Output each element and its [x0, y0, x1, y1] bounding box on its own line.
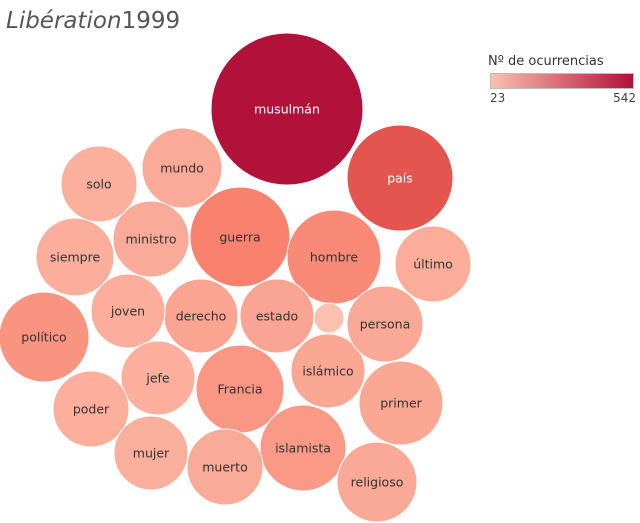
bubble-muerto[interactable]: muerto — [186, 428, 264, 506]
bubble-circle[interactable] — [189, 186, 291, 288]
title-newspaper: Libération — [6, 8, 122, 34]
bubble-solo[interactable]: solo — [60, 145, 138, 223]
color-legend: Nº de ocurrencias 23 542 — [488, 54, 636, 107]
bubble-label: mundo — [160, 161, 204, 176]
bubble-país[interactable]: país — [346, 124, 454, 232]
bubble-circle[interactable] — [259, 404, 347, 492]
bubble-ministro[interactable]: ministro — [112, 200, 190, 278]
bubble-circle[interactable] — [290, 333, 366, 409]
bubble-label: persona — [360, 317, 411, 332]
bubble-circle[interactable] — [336, 441, 418, 523]
bubble-label: jefe — [145, 371, 170, 386]
bubble-jefe[interactable]: jefe — [120, 340, 196, 416]
bubble-circle[interactable] — [52, 370, 130, 448]
bubble-label: islámico — [302, 364, 353, 379]
bubble-label: joven — [110, 304, 145, 319]
legend-ticks: 23 542 — [490, 91, 636, 107]
bubble-label: islamista — [275, 441, 331, 456]
bubble-circle[interactable] — [186, 428, 264, 506]
bubble-label: Francia — [217, 382, 262, 397]
bubble-poder[interactable]: poder — [52, 370, 130, 448]
bubble-circle[interactable] — [394, 225, 472, 303]
bubble-circle[interactable] — [0, 291, 90, 383]
bubble-islamista[interactable]: islamista — [259, 404, 347, 492]
bubble-circle[interactable] — [210, 32, 364, 186]
bubble-mujer[interactable]: mujer — [113, 415, 189, 491]
bubble-circle[interactable] — [35, 217, 115, 297]
bubble-label: país — [387, 171, 413, 186]
legend-min-label: 23 — [490, 91, 506, 105]
chart-title: Libération1999 — [6, 8, 180, 34]
bubble-circle[interactable] — [120, 340, 196, 416]
bubble-circle[interactable] — [112, 200, 190, 278]
bubble-persona[interactable]: persona — [346, 285, 424, 363]
bubble-estado[interactable]: estado — [239, 278, 315, 354]
bubble-label: siempre — [50, 250, 101, 265]
bubble-label: musulmán — [254, 102, 320, 117]
bubble-label: hombre — [310, 250, 359, 265]
bubble-político[interactable]: político — [0, 291, 90, 383]
bubble-label: derecho — [176, 309, 227, 324]
bubble-derecho[interactable]: derecho — [163, 278, 239, 354]
bubble-guerra[interactable]: guerra — [189, 186, 291, 288]
bubble-label: muerto — [202, 460, 247, 475]
bubble-label: político — [21, 330, 66, 345]
bubble-label: estado — [256, 309, 298, 324]
legend-title: Nº de ocurrencias — [488, 54, 604, 69]
title-year: 1999 — [121, 8, 181, 34]
bubble-musulmán[interactable]: musulmán — [210, 32, 364, 186]
bubble-label: mujer — [133, 446, 170, 461]
bubble-label: solo — [86, 177, 111, 192]
bubble-label: primer — [380, 396, 422, 411]
bubble-mundo[interactable]: mundo — [141, 127, 223, 209]
bubble-joven[interactable]: joven — [90, 273, 166, 349]
bubble-circle[interactable] — [358, 360, 444, 446]
bubble-Francia[interactable]: Francia — [195, 344, 285, 434]
bubble-circle[interactable] — [346, 124, 454, 232]
bubble-circle[interactable] — [346, 285, 424, 363]
bubble-primer[interactable]: primer — [358, 360, 444, 446]
legend-gradient-bar — [490, 73, 634, 89]
bubble-label: guerra — [219, 230, 260, 245]
bubble-circle[interactable] — [60, 145, 138, 223]
bubble-último[interactable]: último — [394, 225, 472, 303]
bubble-siempre[interactable]: siempre — [35, 217, 115, 297]
bubble-circle[interactable] — [141, 127, 223, 209]
bubble-label: religioso — [351, 475, 404, 490]
bubble-label: último — [413, 257, 453, 272]
bubble-hombre[interactable]: hombre — [286, 209, 382, 305]
bubble-unlabeled[interactable] — [313, 302, 345, 334]
bubble-circle[interactable] — [313, 302, 345, 334]
bubble-label: ministro — [126, 232, 177, 247]
bubble-islámico[interactable]: islámico — [290, 333, 366, 409]
legend-max-label: 542 — [613, 91, 636, 105]
bubble-label: poder — [73, 402, 110, 417]
bubble-circle[interactable] — [113, 415, 189, 491]
bubble-religioso[interactable]: religioso — [336, 441, 418, 523]
bubble-circle[interactable] — [90, 273, 166, 349]
